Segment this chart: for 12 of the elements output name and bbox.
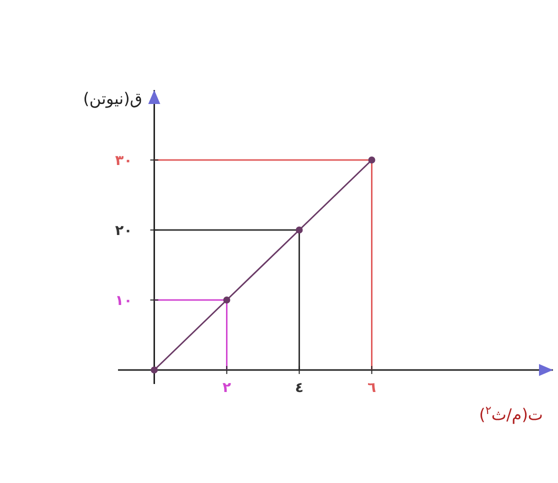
point [150,366,158,374]
y-tick-label: ٣٠ [115,153,132,169]
x-tick-label: ٦ [367,380,376,396]
y-tick-label: ١٠ [115,293,132,309]
x-tick-label: ٤ [294,380,304,396]
x-axis-title: ت(م/ث$^{٢}$) [479,404,543,424]
y-tick-label: ٢٠ [115,223,132,239]
x-tick-label: ٢ [222,380,232,396]
point [368,156,376,164]
point [223,296,230,304]
point [296,226,303,234]
y-axis-title: ق(نيوتن) [83,89,142,108]
